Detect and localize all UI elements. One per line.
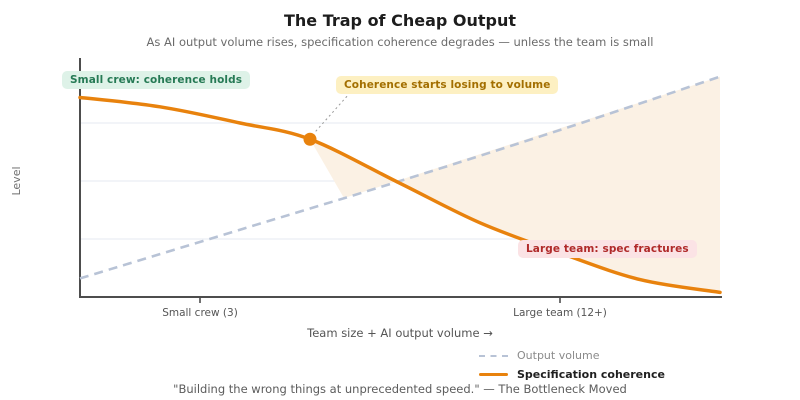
chart-title: The Trap of Cheap Output bbox=[283, 11, 517, 30]
specification-coherence-line-swatch bbox=[479, 372, 508, 377]
legend: Output volume Specification coherence bbox=[479, 346, 665, 384]
caption: "Building the wrong things at unpreceden… bbox=[173, 382, 627, 396]
y-axis-label: Level bbox=[10, 166, 23, 196]
annotation-small-crew: Small crew: coherence holds bbox=[62, 71, 251, 89]
annotation-large-team: Large team: spec fractures bbox=[518, 240, 697, 258]
annotation-coherence-losing: Coherence starts losing to volume bbox=[336, 76, 559, 94]
specification-coherence-line bbox=[78, 95, 722, 295]
chart-subtitle: As AI output volume rises, specification… bbox=[146, 35, 654, 49]
legend-item-output-volume: Output volume bbox=[479, 346, 665, 365]
x-axis-label: Team size + AI output volume → bbox=[307, 326, 493, 340]
x-tick-label-large-team: Large team (12+) bbox=[513, 307, 607, 319]
fill-between-region bbox=[310, 76, 720, 293]
inflection-marker-dot bbox=[303, 132, 317, 146]
output-volume-line-swatch bbox=[479, 354, 508, 357]
x-tick-label-small-crew: Small crew (3) bbox=[162, 307, 238, 319]
legend-label-output-volume: Output volume bbox=[517, 349, 600, 362]
output-volume-line bbox=[79, 75, 721, 280]
legend-label-specification-coherence: Specification coherence bbox=[517, 368, 665, 381]
annotation-connector-line bbox=[313, 95, 348, 134]
legend-item-specification-coherence: Specification coherence bbox=[479, 365, 665, 384]
